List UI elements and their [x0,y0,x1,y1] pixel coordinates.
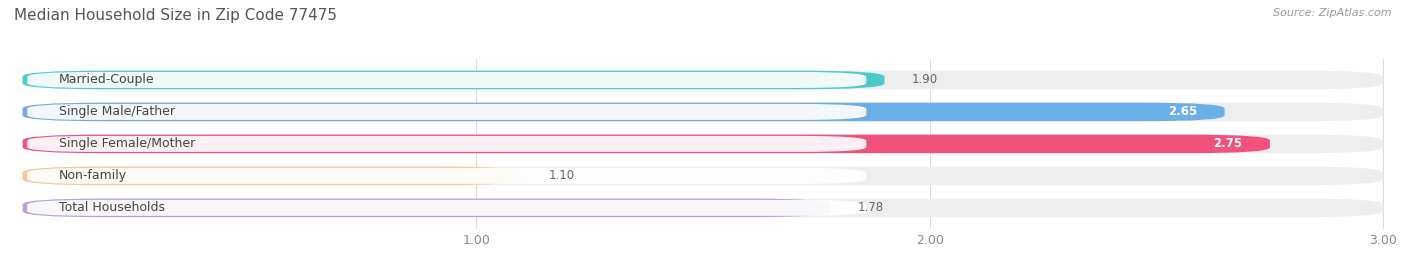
FancyBboxPatch shape [22,71,884,89]
Text: Source: ZipAtlas.com: Source: ZipAtlas.com [1274,8,1392,18]
FancyBboxPatch shape [22,135,1270,153]
Text: 1.10: 1.10 [548,169,575,182]
Text: Single Male/Father: Single Male/Father [59,105,174,118]
FancyBboxPatch shape [22,135,1384,153]
FancyBboxPatch shape [22,167,522,185]
FancyBboxPatch shape [27,72,866,88]
Text: Total Households: Total Households [59,201,165,214]
FancyBboxPatch shape [22,199,1384,217]
FancyBboxPatch shape [27,136,866,152]
Text: Non-family: Non-family [59,169,127,182]
FancyBboxPatch shape [27,168,866,184]
FancyBboxPatch shape [22,167,1384,185]
Text: Married-Couple: Married-Couple [59,73,155,86]
Text: 2.75: 2.75 [1213,137,1243,150]
Text: 1.90: 1.90 [911,73,938,86]
FancyBboxPatch shape [27,104,866,120]
FancyBboxPatch shape [22,199,830,217]
FancyBboxPatch shape [27,200,866,216]
Text: Single Female/Mother: Single Female/Mother [59,137,195,150]
FancyBboxPatch shape [22,71,1384,89]
FancyBboxPatch shape [22,103,1225,121]
Text: Median Household Size in Zip Code 77475: Median Household Size in Zip Code 77475 [14,8,337,23]
Text: 1.78: 1.78 [858,201,883,214]
Text: 2.65: 2.65 [1168,105,1198,118]
FancyBboxPatch shape [22,103,1384,121]
